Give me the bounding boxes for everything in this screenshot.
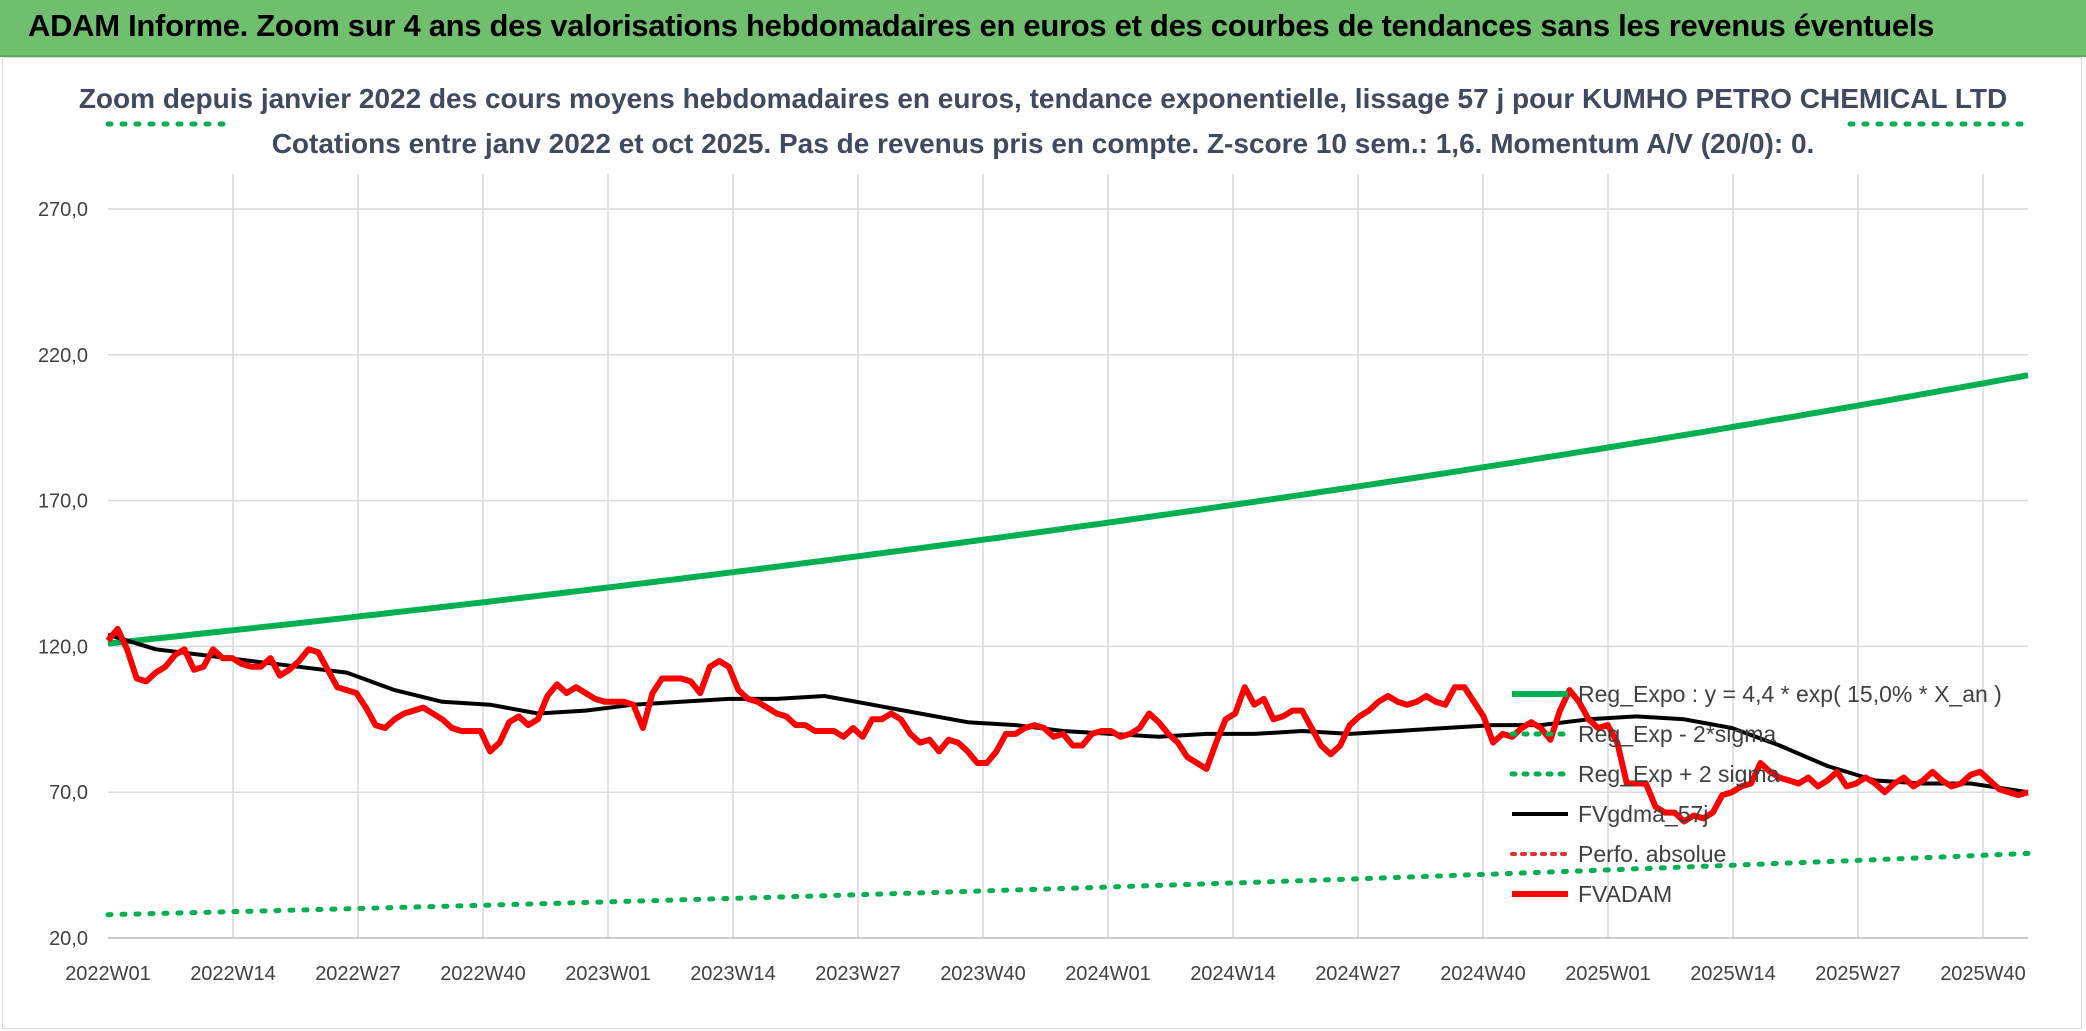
fvadam-line xyxy=(105,625,2029,825)
y-tick-label: 220,0 xyxy=(38,345,88,367)
banner-title: ADAM Informe. Zoom sur 4 ans des valoris… xyxy=(28,8,1935,43)
report-banner: ADAM Informe. Zoom sur 4 ans des valoris… xyxy=(0,0,2086,57)
y-tick-label: 270,0 xyxy=(38,199,88,221)
x-tick-label: 2024W27 xyxy=(1315,963,1401,985)
grid-lines xyxy=(108,174,2028,939)
legend-label: Reg_Exp + 2 sigma xyxy=(1578,761,1780,787)
x-tick-label: 2023W40 xyxy=(940,963,1026,985)
chart-title-line1: Zoom depuis janvier 2022 des cours moyen… xyxy=(79,83,2007,114)
legend-label: Reg_Exp - 2*sigma xyxy=(1578,721,1776,747)
x-tick-label: 2023W01 xyxy=(565,963,651,985)
x-tick-label: 2024W40 xyxy=(1440,963,1526,985)
y-tick-label: 70,0 xyxy=(49,782,88,804)
x-tick-label: 2022W14 xyxy=(190,963,276,985)
y-tick-label: 170,0 xyxy=(38,491,88,513)
x-tick-label: 2024W01 xyxy=(1065,963,1151,985)
y-tick-label: 120,0 xyxy=(38,636,88,658)
x-tick-label: 2025W40 xyxy=(1940,963,2026,985)
reg-exp-minus-2sigma-line xyxy=(105,850,2031,918)
chart-series xyxy=(105,121,2031,918)
y-tick-label: 20,0 xyxy=(49,928,88,950)
reg-expo-line xyxy=(107,372,2029,647)
x-tick-label: 2023W27 xyxy=(815,963,901,985)
x-tick-label: 2023W14 xyxy=(690,963,776,985)
x-tick-label: 2022W27 xyxy=(315,963,401,985)
chart-legend: Reg_Expo : y = 4,4 * exp( 15,0% * X_an )… xyxy=(1509,681,2002,907)
legend-label: Perfo. absolue xyxy=(1578,841,1726,867)
x-tick-label: 2025W01 xyxy=(1565,963,1651,985)
x-tick-label: 2025W14 xyxy=(1690,963,1776,985)
x-tick-label: 2025W27 xyxy=(1815,963,1901,985)
chart-title-line2: Cotations entre janv 2022 et oct 2025. P… xyxy=(272,128,1815,159)
legend-label: FVgdma_57j xyxy=(1578,801,1708,827)
x-axis: 2022W01 2022W14 2022W27 2022W40 2023W01 2023W… xyxy=(65,963,2026,985)
x-tick-label: 2024W14 xyxy=(1190,963,1276,985)
x-tick-label: 2022W40 xyxy=(440,963,526,985)
legend-label: Reg_Expo : y = 4,4 * exp( 15,0% * X_an ) xyxy=(1578,681,2002,707)
legend-label: FVADAM xyxy=(1578,881,1672,907)
x-tick-label: 2022W01 xyxy=(65,963,151,985)
y-axis: 20,0 70,0 120,0 170,0 220,0 270,0 xyxy=(38,199,88,950)
